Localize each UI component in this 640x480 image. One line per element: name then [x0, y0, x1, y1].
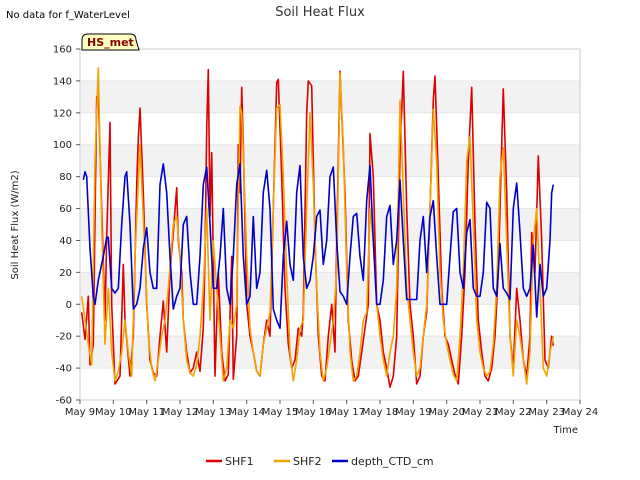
x-tick-label: May 21 [462, 407, 499, 418]
y-tick-label: 20 [59, 268, 72, 279]
x-tick-label: May 18 [362, 407, 399, 418]
y-tick-label: 60 [59, 204, 72, 215]
site-badge-label: HS_met [87, 36, 134, 49]
x-tick-label: May 23 [528, 407, 565, 418]
grid-band [80, 80, 580, 113]
site-badge: HS_met [81, 33, 140, 51]
x-tick-label: May 16 [295, 407, 332, 418]
y-axis-ticks: -60 -40 -20 0 20 40 60 80 100 120 140 160 [53, 45, 80, 407]
y-tick-label: 160 [53, 45, 72, 56]
x-tick-label: May 9 [65, 407, 95, 418]
x-tick-label: May 22 [495, 407, 532, 418]
x-tick-label: May 17 [328, 407, 365, 418]
series-line-shf1 [80, 68, 555, 388]
x-axis-label: Time [553, 425, 578, 436]
series-line-shf2 [80, 67, 555, 385]
series-line-depth-ctd-cm [82, 163, 555, 329]
legend-label: depth_CTD_cm [351, 455, 434, 468]
y-tick-label: -40 [56, 364, 72, 375]
x-tick-label: May 15 [262, 407, 299, 418]
y-tick-label: 120 [53, 108, 72, 119]
y-tick-label: 140 [53, 76, 72, 87]
grid-band [80, 208, 580, 241]
grid-band [80, 144, 580, 177]
y-axis-label: Soil Heat Flux (W/m2) [10, 170, 21, 279]
x-tick-label: May 20 [428, 407, 465, 418]
y-tick-label: 40 [59, 236, 72, 247]
x-tick-label: May 19 [395, 407, 432, 418]
series-layer [80, 67, 555, 388]
x-tick-label: May 12 [162, 407, 199, 418]
y-tick-label: -20 [56, 332, 72, 343]
x-tick-label: May 13 [195, 407, 232, 418]
chart-title: Soil Heat Flux [275, 5, 365, 20]
no-data-note: No data for f_WaterLevel [6, 10, 130, 21]
x-tick-label: May 24 [562, 407, 599, 418]
grid-bands [80, 80, 580, 369]
x-tick-label: May 10 [95, 407, 132, 418]
legend-label: SHF1 [225, 455, 254, 468]
plot-frame [79, 48, 581, 401]
legend: SHF1 SHF2 depth_CTD_cm [206, 455, 434, 468]
site-badge-shape [81, 33, 140, 51]
legend-label: SHF2 [293, 455, 322, 468]
x-tick-label: May 14 [228, 407, 265, 418]
y-tick-label: -60 [56, 396, 72, 407]
y-tick-label: 100 [53, 140, 72, 151]
x-tick-label: May 11 [128, 407, 165, 418]
y-tick-label: 80 [59, 172, 72, 183]
y-tick-label: 0 [66, 300, 72, 311]
